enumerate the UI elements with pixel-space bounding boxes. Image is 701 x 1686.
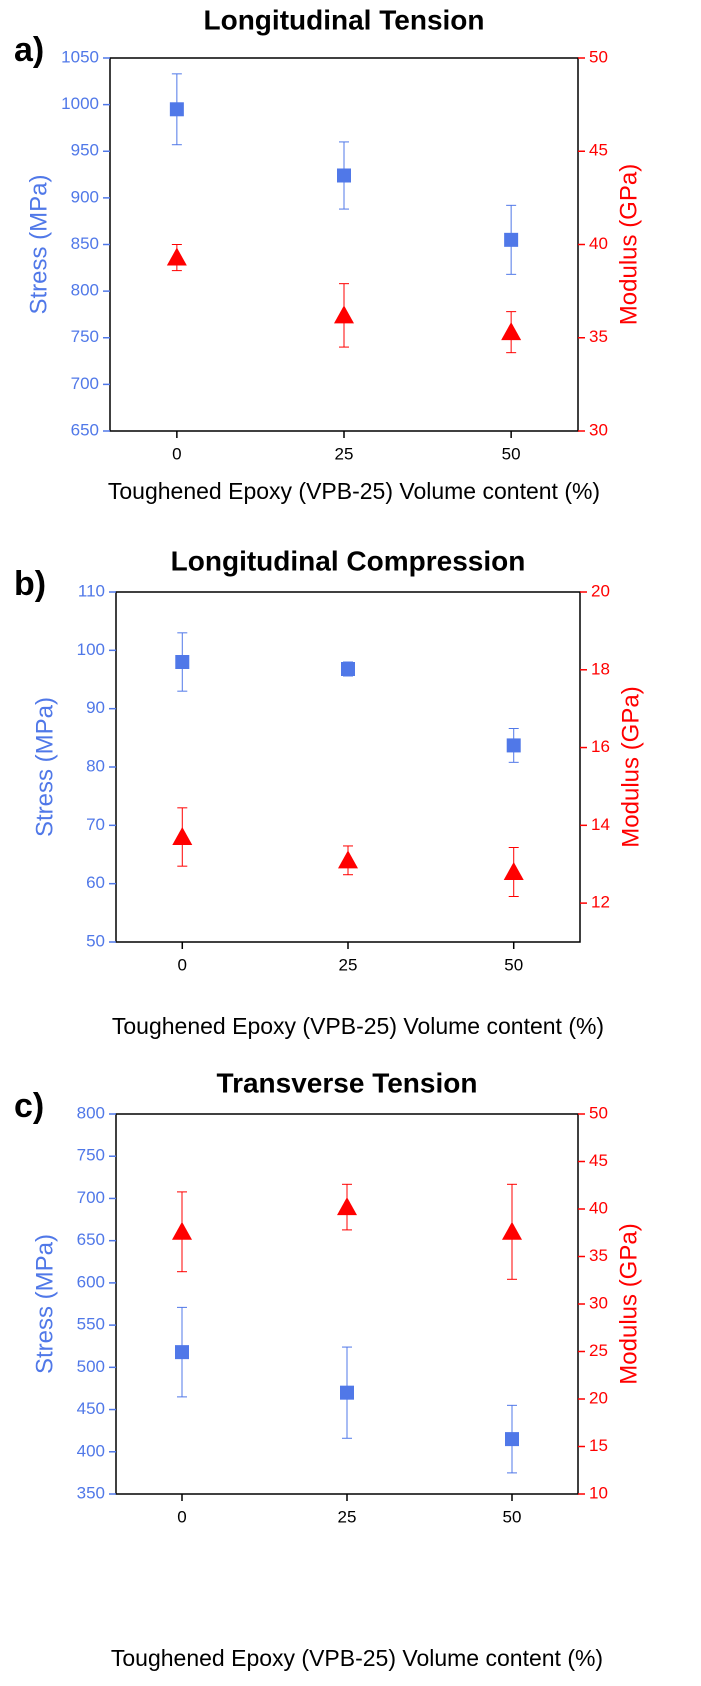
y-tick-label: 500: [77, 1357, 105, 1376]
y-tick-label: 1050: [61, 47, 99, 66]
panel-label: b): [14, 565, 46, 603]
y-tick-label: 700: [77, 1188, 105, 1207]
x-tick-label: 0: [178, 955, 187, 974]
marker: [166, 247, 187, 266]
x-tick-label: 50: [504, 955, 523, 974]
y2-tick-label: 50: [589, 47, 608, 66]
panel-label: c): [14, 1087, 44, 1125]
marker: [337, 1197, 357, 1216]
x-tick-label: 0: [177, 1507, 186, 1526]
chart-title: Longitudinal Compression: [171, 545, 526, 576]
y2-tick-label: 45: [589, 1151, 608, 1170]
y-tick-label: 400: [77, 1441, 105, 1460]
marker: [502, 1221, 522, 1240]
marker: [169, 102, 184, 117]
marker: [340, 1385, 354, 1400]
panel-label: a): [14, 31, 44, 69]
x-tick-label: 25: [339, 955, 358, 974]
plot-frame: [115, 591, 581, 943]
y-tick-label: 850: [71, 234, 99, 253]
chart-title: Transverse Tension: [217, 1067, 478, 1098]
y2-tick-label: 14: [591, 815, 610, 834]
y-tick-label: 650: [77, 1230, 105, 1249]
x-tick-label: 25: [335, 444, 354, 463]
marker: [505, 1432, 519, 1447]
y2-tick-label: 50: [589, 1103, 608, 1122]
y-tick-label: 350: [77, 1483, 105, 1502]
x-tick-label: 50: [502, 444, 521, 463]
y-tick-label: 600: [77, 1272, 105, 1291]
y2-tick-label: 16: [591, 737, 610, 756]
y2-tick-label: 45: [589, 141, 608, 160]
chart-title: Longitudinal Tension: [204, 4, 485, 35]
y-tick-label: 70: [86, 815, 105, 834]
marker: [172, 827, 193, 845]
marker: [501, 322, 522, 341]
y-tick-label: 80: [86, 756, 105, 775]
y-tick-label: 60: [86, 873, 105, 892]
marker: [172, 1221, 192, 1240]
y2-tick-label: 18: [591, 659, 610, 678]
marker: [506, 738, 521, 753]
marker: [338, 850, 358, 869]
y-tick-label: 750: [77, 1146, 105, 1165]
x-tick-label: 25: [338, 1507, 357, 1526]
marker: [337, 168, 351, 183]
y-tick-label: 950: [71, 141, 99, 160]
x-tick-label: 0: [172, 444, 181, 463]
marker: [175, 1345, 189, 1360]
y2-tick-label: 20: [589, 1388, 608, 1407]
y-tick-label: 650: [71, 420, 99, 439]
y-tick-label: 800: [77, 1103, 105, 1122]
y2-tick-label: 30: [589, 420, 608, 439]
y2-tick-label: 10: [589, 1483, 608, 1502]
y2-tick-label: 25: [589, 1341, 608, 1360]
y-tick-label: 750: [71, 327, 99, 346]
y-axis-label: Stress (MPa): [31, 697, 58, 837]
y-tick-label: 550: [77, 1315, 105, 1334]
y-tick-label: 90: [86, 698, 105, 717]
x-axis-label: Toughened Epoxy (VPB-25) Volume content …: [108, 478, 600, 504]
y-tick-label: 700: [71, 374, 99, 393]
y-tick-label: 100: [77, 640, 105, 659]
y2-tick-label: 35: [589, 1246, 608, 1265]
marker: [334, 305, 354, 324]
y-tick-label: 450: [77, 1399, 105, 1418]
x-axis-label: Toughened Epoxy (VPB-25) Volume content …: [112, 1013, 604, 1039]
y2-axis-label: Modulus (GPa): [615, 164, 642, 325]
y-tick-label: 110: [78, 581, 105, 600]
x-tick-label: 50: [503, 1507, 522, 1526]
y2-tick-label: 35: [589, 327, 608, 346]
y-tick-label: 1000: [61, 94, 99, 113]
y-tick-label: 900: [71, 187, 99, 206]
y-axis-label: Stress (MPa): [31, 1234, 58, 1374]
y-axis-label: Stress (MPa): [25, 174, 52, 314]
x-axis-label: Toughened Epoxy (VPB-25) Volume content …: [111, 1645, 603, 1671]
marker: [503, 862, 524, 880]
marker: [175, 655, 190, 669]
y2-tick-label: 15: [589, 1436, 608, 1455]
y-tick-label: 50: [86, 931, 105, 950]
y2-axis-label: Modulus (GPa): [617, 686, 644, 847]
y2-tick-label: 40: [589, 1198, 608, 1217]
y2-tick-label: 40: [589, 234, 608, 253]
y2-tick-label: 12: [591, 893, 610, 912]
y2-tick-label: 30: [589, 1293, 608, 1312]
marker: [341, 662, 355, 676]
y2-tick-label: 20: [591, 581, 610, 600]
marker: [504, 232, 519, 247]
y2-axis-label: Modulus (GPa): [615, 1223, 642, 1384]
y-tick-label: 800: [71, 281, 99, 300]
